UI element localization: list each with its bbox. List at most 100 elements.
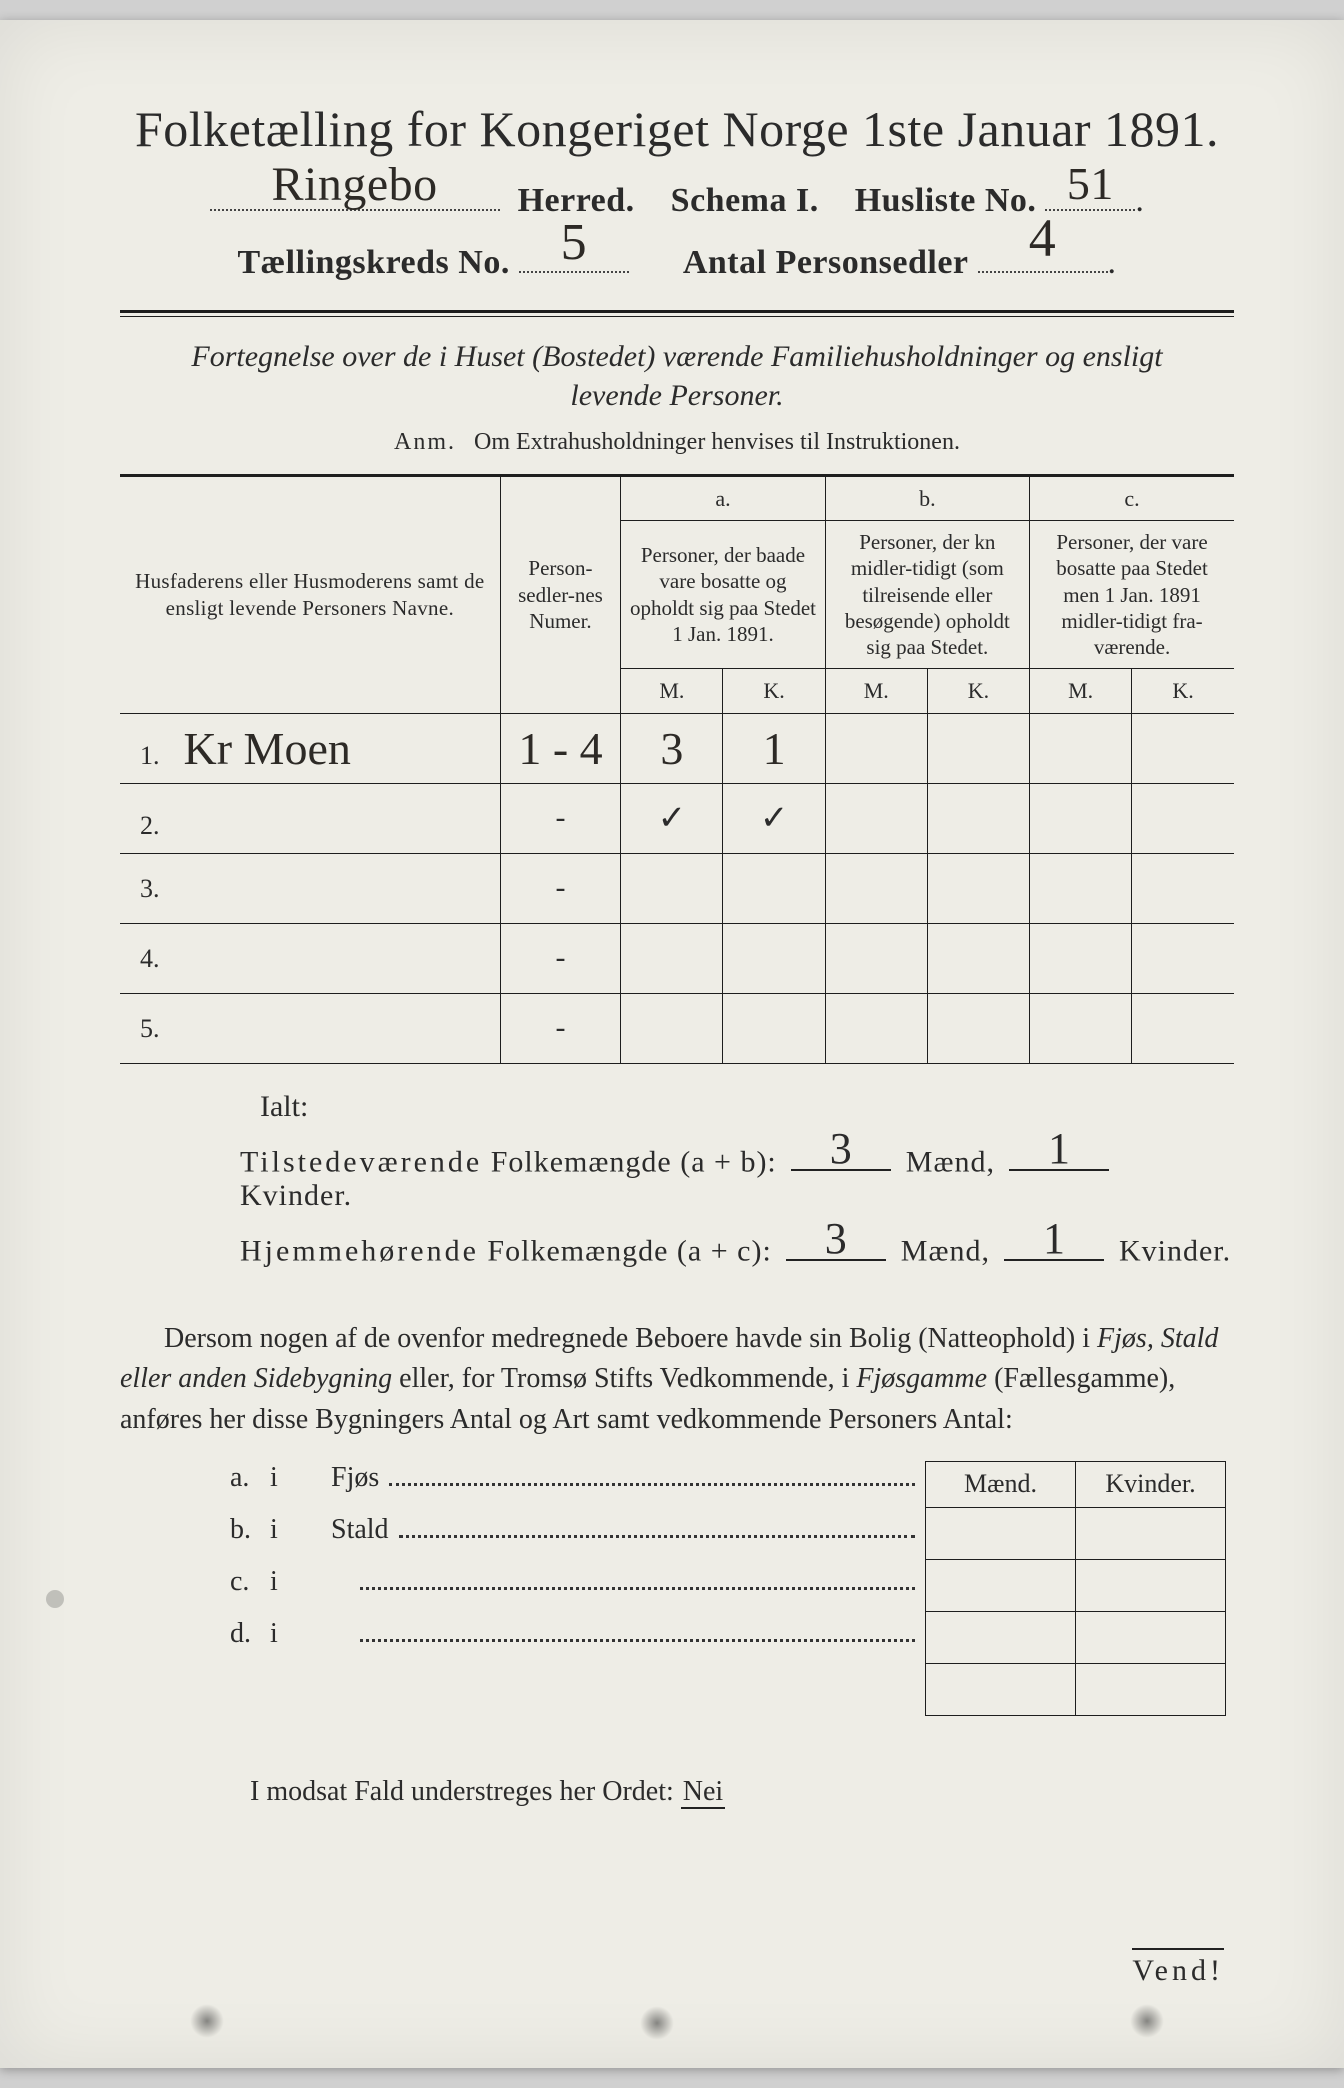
smudge-icon [640,2006,674,2040]
row-num: 3. [140,874,176,904]
num-cell: 1 - 4 [500,713,621,783]
aK-cell: 1 [723,713,825,783]
side-cell [926,1559,1076,1611]
modsat-pre: I modsat Fald understreges her Ordet: [250,1776,674,1807]
side-list: a. i Fjøs b. i Stald c. i d. i [120,1461,925,1716]
schema-label: Schema I. [671,182,819,219]
name-cell: 4. [120,923,500,993]
aM-cell [621,853,723,923]
aK-cell: ✓ [723,783,825,853]
aK-cell [723,853,825,923]
pop2-k-field: 1 [1004,1229,1104,1261]
mk-cM: M. [1030,669,1132,714]
num-cell: - [500,993,621,1063]
pop2-m: 3 [786,1217,886,1261]
num-val: - [555,1011,565,1044]
col-b-label: Personer, der kn midler-tidigt (som tilr… [845,530,1010,659]
mk-bM: M. [825,669,927,714]
side-dots [360,1617,915,1642]
num-cell: - [500,783,621,853]
cM-cell [1030,853,1132,923]
census-form-page: Folketælling for Kongeriget Norge 1ste J… [0,20,1344,2068]
side-i: i [270,1514,310,1546]
pop2-k: 1 [1004,1217,1104,1261]
cM-cell [1030,993,1132,1063]
side-cell [1076,1559,1226,1611]
row-num: 5. [140,1014,176,1044]
pop1-m: 3 [791,1127,891,1171]
side-lbl: d. [230,1618,270,1650]
aM: 3 [660,723,683,774]
side-i: i [270,1618,310,1650]
table-row: 4. - [120,923,1234,993]
kreds-value: 5 [519,217,629,269]
rule-divider [120,310,1234,317]
col-c-tag-cell: c. [1030,476,1234,521]
mk-cK: K. [1132,669,1234,714]
aK: 1 [763,723,786,774]
col-c-label: Personer, der vare bosatte paa Stedet me… [1056,530,1208,659]
ialt-label: Ialt: [260,1090,1234,1124]
row-num: 1. [140,741,176,771]
herred-field: Ringebo [210,170,500,211]
modsat-nej: Nei [681,1776,725,1809]
bK-cell [927,713,1029,783]
name-cell: 2. [120,783,500,853]
side-lbl: b. [230,1514,270,1546]
side-kvinder-head: Kvinder. [1076,1461,1226,1507]
row-name: Kr Moen [184,723,351,774]
pop1-k-field: 1 [1009,1140,1109,1172]
side-cell [926,1507,1076,1559]
mk-aK: K. [723,669,825,714]
col-b-head: Personer, der kn midler-tidigt (som tilr… [825,521,1029,669]
col-a-label: Personer, der baade vare bosatte og opho… [630,543,816,646]
aM-cell: ✓ [621,783,723,853]
husliste-value: 51 [1045,161,1135,207]
vend-label: Vend! [1132,1948,1224,1988]
aM: ✓ [658,800,687,837]
cK-cell [1132,923,1234,993]
bM-cell [825,783,927,853]
num-val: 1 - 4 [518,723,602,774]
cM-cell [1030,783,1132,853]
modsat-line: I modsat Fald understreges her Ordet: Ne… [120,1776,1234,1808]
col-a-tag: a. [715,486,730,511]
side-cell [926,1663,1076,1715]
name-cell: 1. Kr Moen [120,713,500,783]
bM-cell [825,713,927,783]
col-c-head: Personer, der vare bosatte paa Stedet me… [1030,521,1234,669]
bM-cell [825,993,927,1063]
smudge-icon [1130,2004,1164,2038]
side-cell [1076,1611,1226,1663]
table-row: 5. - [120,993,1234,1063]
sedler-field: 4 [978,232,1108,273]
pop1-k: 1 [1009,1127,1109,1171]
col-name-head: Husfaderens eller Husmoderens samt de en… [120,476,500,713]
pop2-wide: Hjemmehørende [240,1235,479,1268]
side-txt: Stald [331,1514,389,1546]
subtitle: Fortegnelse over de i Huset (Bostedet) v… [120,337,1234,415]
mk-aM: M. [621,669,723,714]
side-maend-head: Mænd. [926,1461,1076,1507]
subtitle-line1: Fortegnelse over de i Huset (Bostedet) v… [191,340,1162,373]
side-row: c. i [230,1565,925,1617]
pop1-maend: Mænd, [906,1145,995,1178]
table-row: 3. - [120,853,1234,923]
bM-cell [825,923,927,993]
bK-cell [927,783,1029,853]
cK-cell [1132,783,1234,853]
aM-cell [621,993,723,1063]
num-val: - [555,871,565,904]
table-body: 1. Kr Moen 1 - 4 3 1 2. - ✓ ✓ [120,713,1234,1063]
pop2-rest: Folkemængde (a + c): [487,1235,771,1268]
side-table: Mænd. Kvinder. [925,1461,1226,1716]
name-cell: 3. [120,853,500,923]
kreds-label: Tællingskreds No. [237,244,509,281]
col-c-tag: c. [1124,486,1139,511]
side-block: a. i Fjøs b. i Stald c. i d. i [120,1461,1234,1716]
sedler-value: 4 [978,211,1108,265]
side-cell [1076,1663,1226,1715]
side-cell [926,1611,1076,1663]
subtitle-line2: levende Personer. [570,379,783,412]
pop1-kvinder: Kvinder. [240,1179,352,1212]
